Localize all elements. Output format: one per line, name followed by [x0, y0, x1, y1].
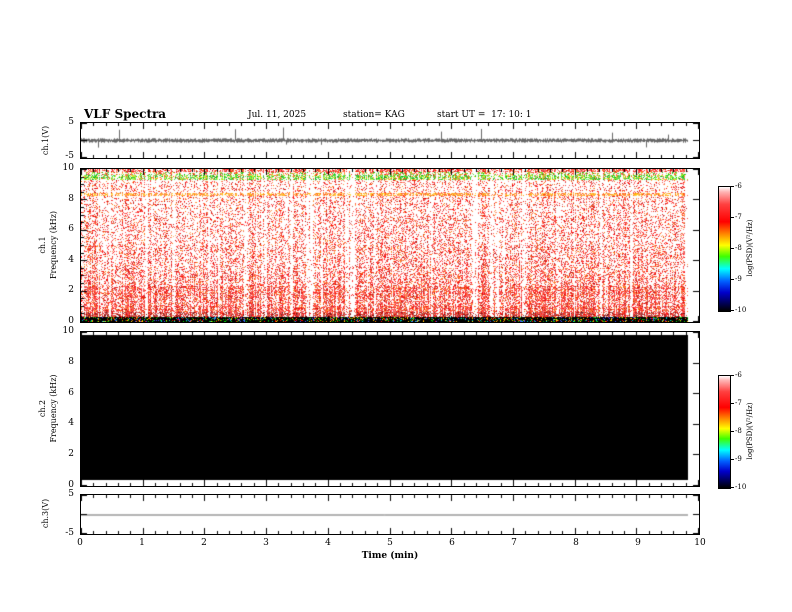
ch1-channel-label: ch.1	[38, 236, 47, 254]
ch1-freq-tick-label: 6	[68, 224, 74, 235]
ch1v-ymin-label: -5	[65, 151, 74, 161]
colorbar2-tick-label: -8	[735, 427, 742, 435]
x-tick-label: 9	[635, 538, 641, 548]
plot-title: VLF Spectra	[84, 107, 167, 121]
colorbar1-tick-label: -7	[735, 213, 742, 221]
colorbar1-tick-label: -6	[735, 182, 742, 190]
ch1v-ymax-label: 5	[68, 117, 74, 127]
ch2-freq-tick-label: 4	[68, 418, 74, 429]
colorbar-tick	[731, 431, 734, 432]
x-tick-label: 3	[263, 538, 269, 548]
colorbar-tick	[731, 186, 734, 187]
ch2-freq-tick-label: 10	[62, 326, 74, 336]
colorbar1-tick-label: -10	[735, 306, 747, 314]
ch2-freq-tick-label: 8	[68, 356, 74, 367]
colorbar2-tick-label: -6	[735, 371, 742, 379]
ch2-spectrogram-panel	[80, 331, 700, 487]
ch3v-ymax-label: 5	[68, 489, 74, 499]
ch2-freq-tick-label: 2	[68, 449, 74, 460]
ch1-voltage-waveform	[81, 123, 699, 158]
colorbar-tick	[731, 279, 734, 280]
x-tick-label: 0	[77, 538, 83, 548]
start-ut-label: start UT = 17: 10: 1	[437, 110, 532, 120]
ch3-voltage-waveform	[81, 495, 699, 534]
x-tick-label: 1	[139, 538, 145, 548]
colorbar2-tick-label: -9	[735, 455, 742, 463]
ch1-freq-tick-label: 0	[68, 316, 74, 326]
colorbar-ch1	[718, 186, 731, 312]
ch3v-ymin-label: -5	[65, 528, 74, 538]
x-tick-label: 8	[573, 538, 579, 548]
ch2-channel-label: ch.2	[38, 399, 47, 418]
ch1-freq-tick-label: 2	[68, 285, 74, 296]
colorbar2-tick-label: -7	[735, 399, 742, 407]
colorbar-tick	[731, 375, 734, 376]
ch1-voltage-axis-label: ch.1(V)	[41, 125, 50, 156]
ch1-freq-tick-label: 4	[68, 254, 74, 265]
ch1-freq-tick-label: 8	[68, 193, 74, 204]
ch3-voltage-panel	[80, 494, 700, 535]
colorbar-tick	[731, 217, 734, 218]
ch1-voltage-panel	[80, 122, 700, 159]
time-axis-label: Time (min)	[361, 551, 419, 561]
colorbar-tick	[731, 403, 734, 404]
colorbar-tick	[731, 487, 734, 488]
ch1-freq-tick-label: 10	[62, 163, 74, 173]
colorbar1-tick-label: -9	[735, 275, 742, 283]
colorbar-tick	[731, 310, 734, 311]
colorbar-tick	[731, 459, 734, 460]
x-tick-label: 6	[449, 538, 455, 548]
ch3-voltage-axis-label: ch.3(V)	[41, 498, 50, 529]
ch2-frequency-axis-label: Frequency (kHz)	[49, 374, 58, 443]
colorbar1-tick-label: -8	[735, 244, 742, 252]
station-label: station= KAG	[343, 110, 405, 120]
ch2-spectrogram	[81, 332, 699, 486]
x-tick-label: 5	[387, 538, 393, 548]
colorbar2-tick-label: -10	[735, 483, 747, 491]
ch2-freq-tick-label: 6	[68, 387, 74, 398]
ch1-frequency-axis-label: Frequency (kHz)	[49, 210, 58, 280]
x-tick-label: 2	[201, 538, 207, 548]
colorbar-ch2	[718, 375, 731, 489]
x-tick-label: 4	[325, 538, 331, 548]
date-label: Jul. 11, 2025	[248, 110, 307, 120]
ch1-spectrogram-panel	[80, 168, 700, 323]
x-tick-label: 7	[511, 538, 517, 548]
x-tick-label: 10	[694, 538, 706, 548]
ch1-spectrogram	[81, 169, 699, 322]
ch2-freq-tick-label: 0	[68, 480, 74, 490]
colorbar-tick	[731, 248, 734, 249]
